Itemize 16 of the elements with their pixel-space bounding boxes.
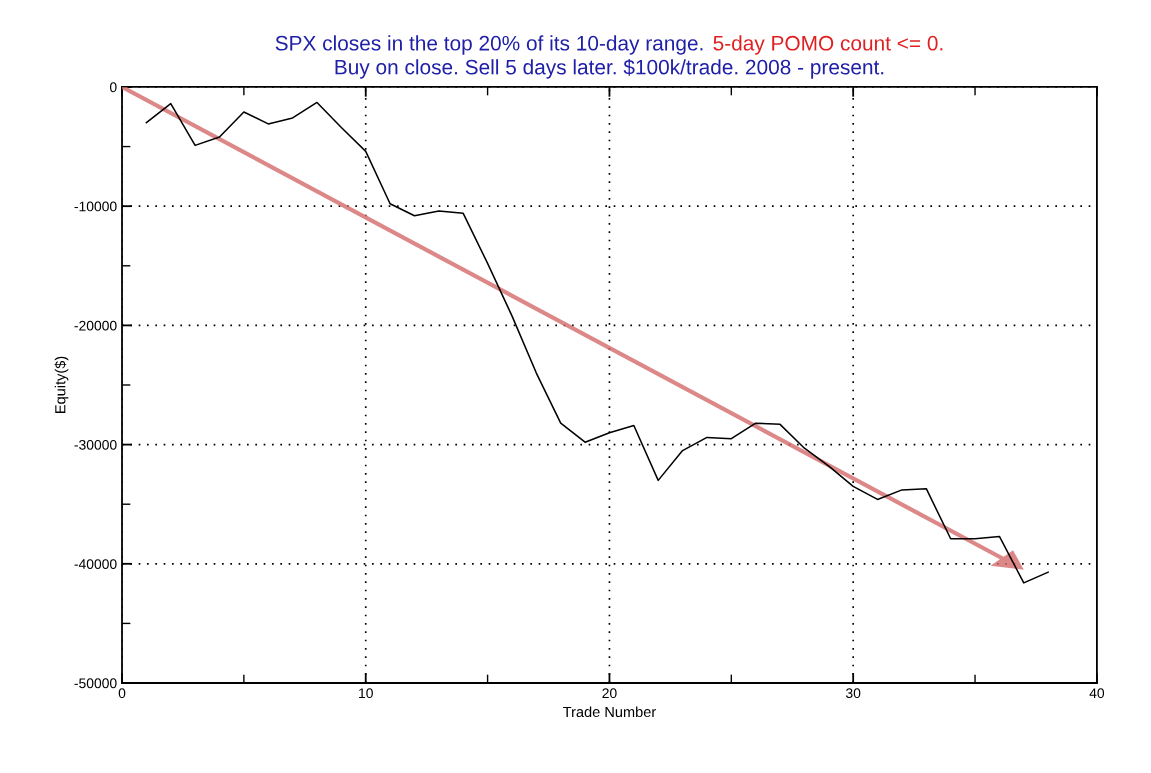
chart-subtitle: Buy on close. Sell 5 days later. $100k/trade. 2008 - present. [335, 58, 884, 79]
chart-title: SPX closes in the top 20% of its 10-day range. [275, 35, 703, 55]
y-tick-label: 0 [109, 82, 117, 93]
x-axis-title: Trade Number [563, 706, 656, 718]
y-tick-label: -10000 [74, 201, 117, 212]
text: 5-day POMO count <= 0. [713, 35, 943, 55]
x-tick-label: 20 [602, 688, 617, 699]
y-tick-label: -30000 [74, 439, 117, 450]
x-tick-label: 30 [845, 688, 861, 699]
x-tick-label: 10 [359, 688, 373, 699]
x-tick-label: 0 [118, 688, 126, 699]
y-tick-label: -40000 [74, 559, 117, 569]
x-tick-label: 40 [1089, 688, 1105, 699]
y-tick-label: -20000 [74, 320, 117, 331]
y-tick-label: -50000 [74, 678, 117, 689]
y-axis-title: Equity($) [54, 356, 69, 413]
